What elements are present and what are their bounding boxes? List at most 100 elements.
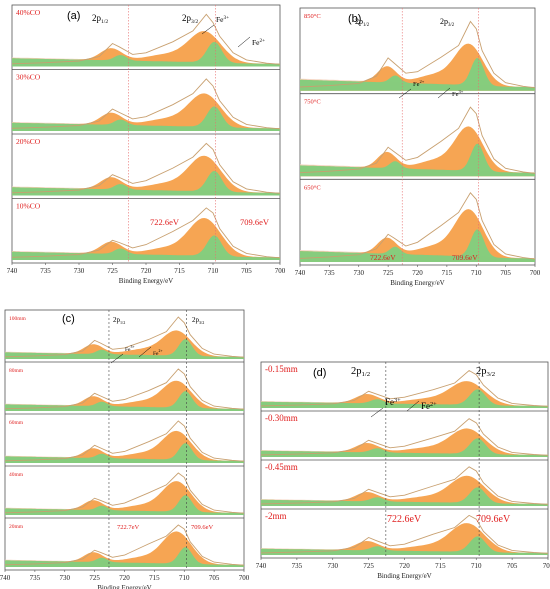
panel-label: (b)	[348, 13, 361, 25]
reference-value-label: 709.6eV	[476, 514, 511, 525]
x-tick-label: 720	[399, 562, 410, 570]
peak-label: 2p3/2	[476, 366, 495, 378]
envelope-line	[260, 466, 549, 505]
peak-label: 2p3/2	[192, 316, 204, 325]
species-label: Fe2+	[153, 349, 163, 357]
x-tick-label: 740	[0, 574, 11, 582]
sample-label: 80mm	[9, 368, 24, 374]
sample-label: 30%CO	[16, 73, 41, 82]
species-arrow	[370, 407, 384, 418]
reference-value-label: 709.6eV	[191, 524, 214, 531]
species-arrow	[437, 87, 451, 99]
x-tick-label: 710	[208, 267, 219, 275]
spectrum-2: 750°C	[299, 93, 536, 177]
x-tick-label: 740	[256, 562, 267, 570]
x-tick-label: 730	[328, 562, 339, 570]
x-tick-label: 725	[363, 562, 374, 570]
spectrum-3: 650°C	[299, 178, 536, 262]
sample-label: 650°C	[304, 184, 321, 191]
envelope-line	[4, 472, 245, 514]
x-tick-label: 735	[30, 574, 41, 582]
x-tick-label: 735	[40, 267, 51, 275]
x-tick-label: 715	[442, 269, 453, 277]
sample-label: -0.15mm	[265, 364, 298, 374]
fe2-component	[5, 339, 244, 359]
panel-c: 100mm 80mm 60mm 40mm 20mm (c) 2p1/2 2p3/2 Fe3+ Fe…	[0, 309, 250, 589]
x-tick-label: 735	[292, 562, 303, 570]
sample-label: -2mm	[265, 511, 287, 521]
spectrum-2: 80mm	[4, 361, 245, 411]
panel-label: (d)	[313, 367, 326, 379]
peak-label: 2p1/2	[355, 17, 370, 28]
fe2-component	[12, 42, 280, 67]
x-tick-label: 705	[209, 574, 220, 582]
fe2-component	[5, 391, 244, 411]
x-tick-label: 710	[471, 562, 482, 570]
x-tick-label: 710	[471, 269, 482, 277]
sample-label: 10%CO	[16, 202, 41, 211]
sample-label: 40%CO	[16, 8, 41, 17]
x-tick-label: 710	[179, 574, 190, 582]
spectrum-2: 30%CO	[11, 69, 281, 131]
peak-label: 2p3/2	[440, 17, 455, 28]
species-label: Fe2+	[413, 79, 425, 88]
x-tick-label: 735	[324, 269, 335, 277]
fe2-component	[12, 171, 280, 196]
x-tick-label: 705	[507, 562, 518, 570]
fe2-component	[5, 495, 244, 515]
panel-a: 40%CO 30%CO 20%CO 10%CO (a) 2p1/2 2p3/2 Fe3+ Fe2…	[7, 4, 286, 285]
species-arrow	[201, 24, 215, 35]
reference-value-label: 709.6eV	[452, 253, 478, 262]
x-tick-label: 720	[412, 269, 423, 277]
panel-label: (a)	[67, 10, 80, 22]
sample-label: -0.30mm	[265, 413, 298, 423]
x-tick-label: 715	[174, 267, 185, 275]
reference-value-label: 722.6eV	[150, 217, 180, 227]
spectrum-1: 100mm	[4, 316, 245, 359]
fe2-component	[261, 487, 548, 506]
x-tick-label: 725	[107, 267, 118, 275]
x-tick-label: 725	[383, 269, 394, 277]
fe2-component	[300, 229, 535, 262]
species-label: Fe2+	[252, 38, 265, 47]
species-arrow	[406, 400, 420, 412]
peak-label: 2p1/2	[92, 13, 108, 25]
species-arrow	[398, 88, 412, 99]
envelope-line	[260, 369, 549, 407]
x-axis-title: Binding Energy/eV	[97, 584, 152, 589]
x-tick-label: 730	[354, 269, 365, 277]
fe2-component	[261, 536, 548, 555]
sample-label: 20mm	[9, 524, 24, 530]
fe2-component	[261, 438, 548, 457]
sample-label: 40mm	[9, 472, 24, 478]
fe2-component	[261, 389, 548, 408]
envelope-line	[4, 420, 245, 462]
sample-label: -0.45mm	[265, 462, 298, 472]
envelope-line	[260, 418, 549, 456]
envelope-line	[11, 78, 281, 130]
x-tick-label: 700	[239, 574, 250, 582]
spectrum-1: 850°C	[299, 13, 536, 91]
spectrum-5: 20mm	[4, 517, 245, 567]
fe2-component	[300, 58, 535, 91]
spectrum-3: -0.45mm	[260, 459, 549, 506]
sample-label: 850°C	[304, 13, 321, 20]
x-tick-label: 700	[543, 562, 550, 570]
envelope-line	[4, 524, 245, 566]
x-tick-label: 725	[89, 574, 100, 582]
fe2-component	[12, 106, 280, 131]
spectrum-4: 40mm	[4, 465, 245, 515]
sample-label: 20%CO	[16, 137, 41, 146]
x-tick-label: 700	[530, 269, 541, 277]
spectrum-4: -2mm	[260, 508, 549, 555]
x-tick-label: 720	[141, 267, 152, 275]
species-arrow	[138, 346, 152, 358]
fe2-component	[300, 143, 535, 177]
x-tick-label: 715	[435, 562, 446, 570]
peak-label: 2p1/2	[351, 366, 370, 378]
envelope-line	[299, 106, 536, 174]
x-tick-label: 715	[149, 574, 160, 582]
x-tick-label: 720	[119, 574, 130, 582]
species-arrow	[237, 36, 251, 48]
